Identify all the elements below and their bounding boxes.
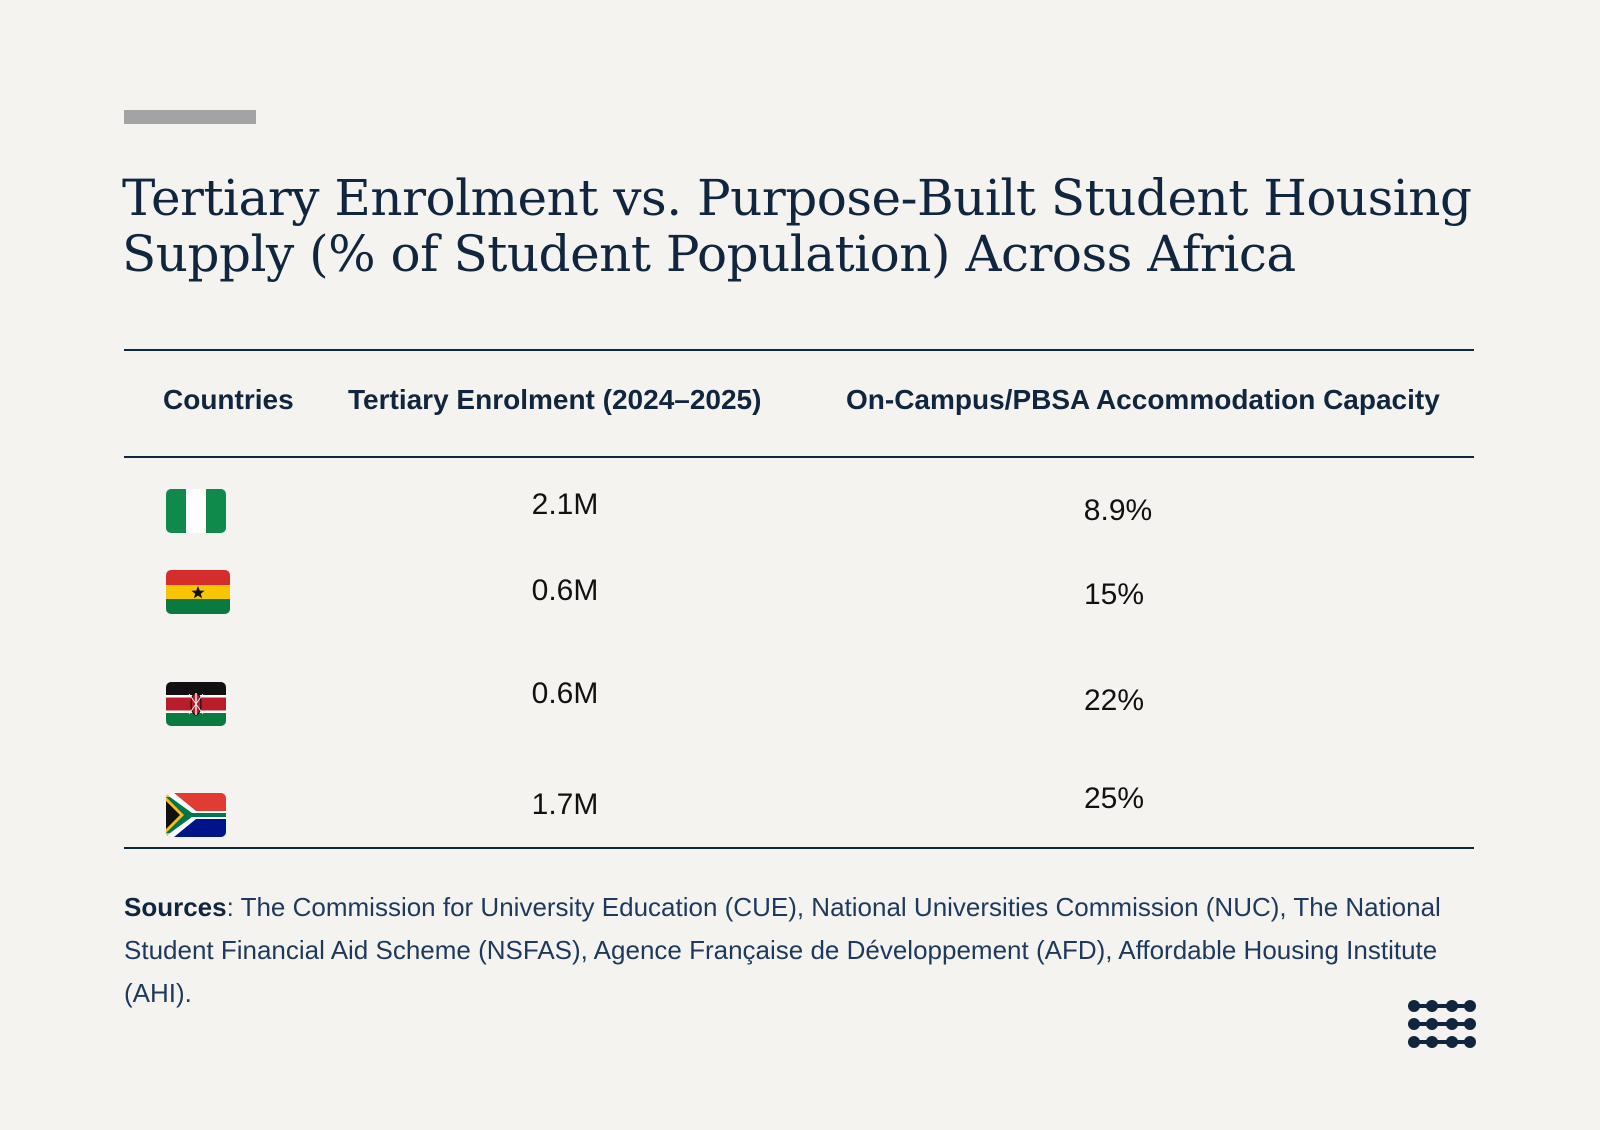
enrolment-value: 0.6M bbox=[531, 677, 599, 710]
capacity-value: 8.9% bbox=[1083, 494, 1153, 527]
capacity-value: 22% bbox=[1083, 684, 1145, 717]
capacity-value: 25% bbox=[1083, 782, 1145, 815]
south-africa-flag-icon bbox=[166, 793, 226, 837]
page-title: Tertiary Enrolment vs. Purpose-Built Stu… bbox=[122, 169, 1472, 283]
nigeria-flag-icon bbox=[166, 489, 226, 533]
ghana-flag-icon bbox=[166, 570, 230, 614]
enrolment-value: 0.6M bbox=[531, 574, 599, 607]
kenya-flag-icon bbox=[166, 682, 226, 726]
enrolment-value: 1.7M bbox=[531, 788, 599, 821]
dots-logo-icon bbox=[1407, 1000, 1477, 1057]
header-countries: Countries bbox=[163, 384, 294, 415]
accent-bar bbox=[124, 110, 256, 124]
table-header-rule bbox=[124, 456, 1474, 458]
header-accommodation-capacity: On-Campus/PBSA Accommodation Capacity bbox=[846, 384, 1440, 415]
enrolment-value: 2.1M bbox=[531, 488, 599, 521]
sources-label: Sources bbox=[124, 892, 227, 922]
table-top-rule bbox=[124, 349, 1474, 351]
sources-text: : The Commission for University Educatio… bbox=[124, 892, 1441, 1008]
table-bottom-rule bbox=[124, 847, 1474, 849]
capacity-value: 15% bbox=[1083, 578, 1145, 611]
header-tertiary-enrolment: Tertiary Enrolment (2024–2025) bbox=[348, 384, 762, 415]
sources-note: Sources: The Commission for University E… bbox=[124, 886, 1454, 1015]
